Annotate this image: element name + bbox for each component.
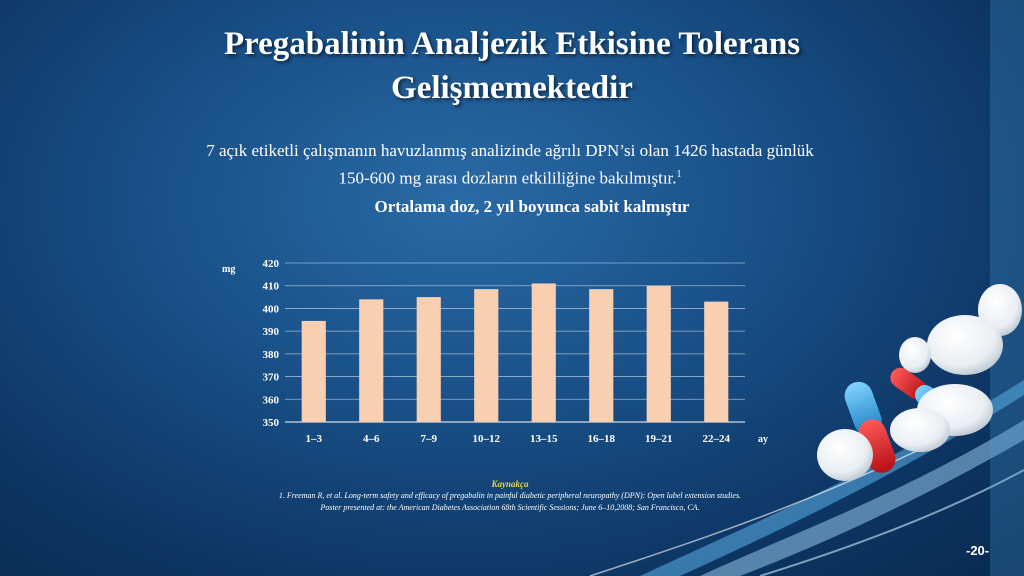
x-tick-label: 10–12 (473, 433, 501, 445)
page-title: Pregabalinin Analjezik Etkisine Tolerans… (0, 22, 1024, 110)
references: Kaynakça 1. Freeman R, et al. Long-term … (180, 478, 840, 514)
bar (704, 301, 729, 422)
bar (301, 320, 326, 422)
pill-icon (817, 429, 873, 481)
chart-heading: Ortalama doz, 2 yıl boyunca sabit kalmış… (374, 197, 690, 216)
page-number: -20- (966, 543, 990, 558)
x-tick-label: 1–3 (306, 433, 323, 445)
x-tick-label: 13–15 (530, 433, 558, 445)
pill-icon (899, 337, 931, 373)
y-tick-label: 400 (263, 303, 280, 315)
footnote-marker: 1 (676, 169, 682, 180)
y-tick-label: 410 (263, 281, 280, 293)
x-tick-label: 19–21 (645, 433, 673, 445)
x-tick-label: 4–6 (363, 433, 380, 445)
x-tick-label: 22–24 (703, 433, 731, 445)
bar (416, 297, 441, 422)
y-axis-unit-label: mg (222, 264, 235, 275)
x-tick-label: 16–18 (588, 433, 616, 445)
bar (589, 289, 614, 422)
y-tick-label: 370 (263, 372, 280, 384)
y-tick-label: 350 (263, 417, 280, 429)
references-title: Kaynakça (491, 479, 529, 489)
x-tick-label: 7–9 (421, 433, 438, 445)
bar (474, 289, 499, 422)
x-axis-unit-label: ay (758, 434, 768, 445)
pill-icon (890, 408, 950, 452)
bar (646, 285, 671, 422)
reference-line-1: 1. Freeman R, et al. Long-term safety an… (278, 491, 742, 500)
title-line-1: Pregabalinin Analjezik Etkisine Tolerans (223, 26, 801, 62)
subtitle-line-2-wrap: 150-600 mg arası dozların etkililiğine b… (140, 163, 880, 191)
y-tick-label: 360 (263, 394, 280, 406)
bar (359, 299, 384, 422)
subtitle-line-2: 150-600 mg arası dozların etkililiğine b… (338, 168, 677, 188)
subtitle-line-1: 7 açık etiketli çalışmanın havuzlanmış a… (206, 141, 814, 160)
reference-line-2: Poster presented at: the American Diabet… (320, 503, 700, 512)
y-tick-label: 420 (263, 258, 280, 270)
pill-icon (927, 315, 1003, 375)
y-tick-label: 390 (263, 326, 280, 338)
y-tick-label: 380 (263, 349, 280, 361)
bar (531, 283, 556, 422)
title-line-2: Gelişmemektedir (391, 70, 633, 106)
subtitle: 7 açık etiketli çalışmanın havuzlanmış a… (140, 139, 880, 191)
